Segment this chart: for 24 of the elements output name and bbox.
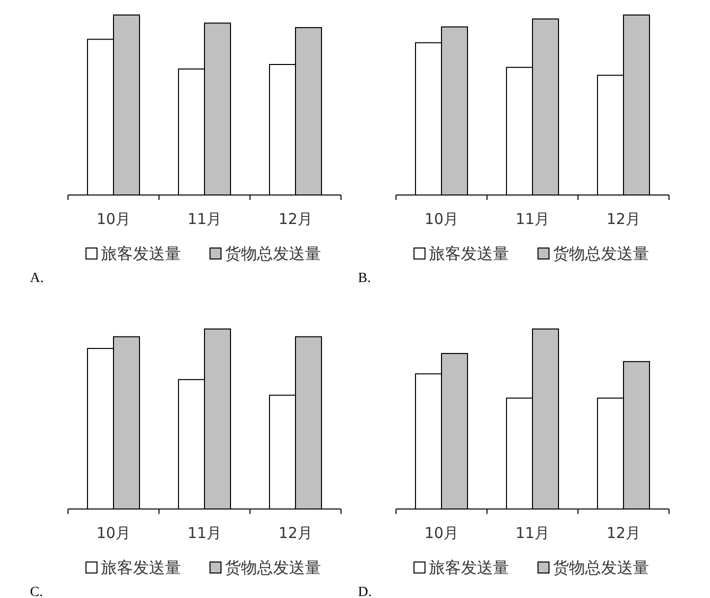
text: B. bbox=[358, 271, 371, 286]
x-tick-label: 10月 bbox=[424, 524, 459, 542]
x-tick-label: 11月 bbox=[515, 210, 550, 228]
text: D. bbox=[358, 585, 372, 598]
legend-label: 旅客发送量 bbox=[429, 558, 509, 577]
text: C. bbox=[30, 585, 43, 598]
x-tick-label: 11月 bbox=[187, 210, 222, 228]
legend-label: 旅客发送量 bbox=[101, 558, 181, 577]
legend-label: 货物总发送量 bbox=[553, 558, 649, 577]
x-tick-label: 12月 bbox=[606, 210, 641, 228]
text: A. bbox=[30, 271, 44, 286]
legend-label: 旅客发送量 bbox=[101, 244, 181, 263]
legend-label: 货物总发送量 bbox=[225, 558, 321, 577]
x-tick-label: 10月 bbox=[424, 210, 459, 228]
x-tick-label: 12月 bbox=[606, 524, 641, 542]
x-tick-label: 11月 bbox=[515, 524, 550, 542]
legend-label: 货物总发送量 bbox=[225, 244, 321, 263]
x-tick-label: 12月 bbox=[278, 210, 313, 228]
x-tick-label: 10月 bbox=[96, 210, 131, 228]
x-tick-label: 12月 bbox=[278, 524, 313, 542]
legend-label: 货物总发送量 bbox=[553, 244, 649, 263]
x-tick-label: 10月 bbox=[96, 524, 131, 542]
legend-label: 旅客发送量 bbox=[429, 244, 509, 263]
x-tick-label: 11月 bbox=[187, 524, 222, 542]
